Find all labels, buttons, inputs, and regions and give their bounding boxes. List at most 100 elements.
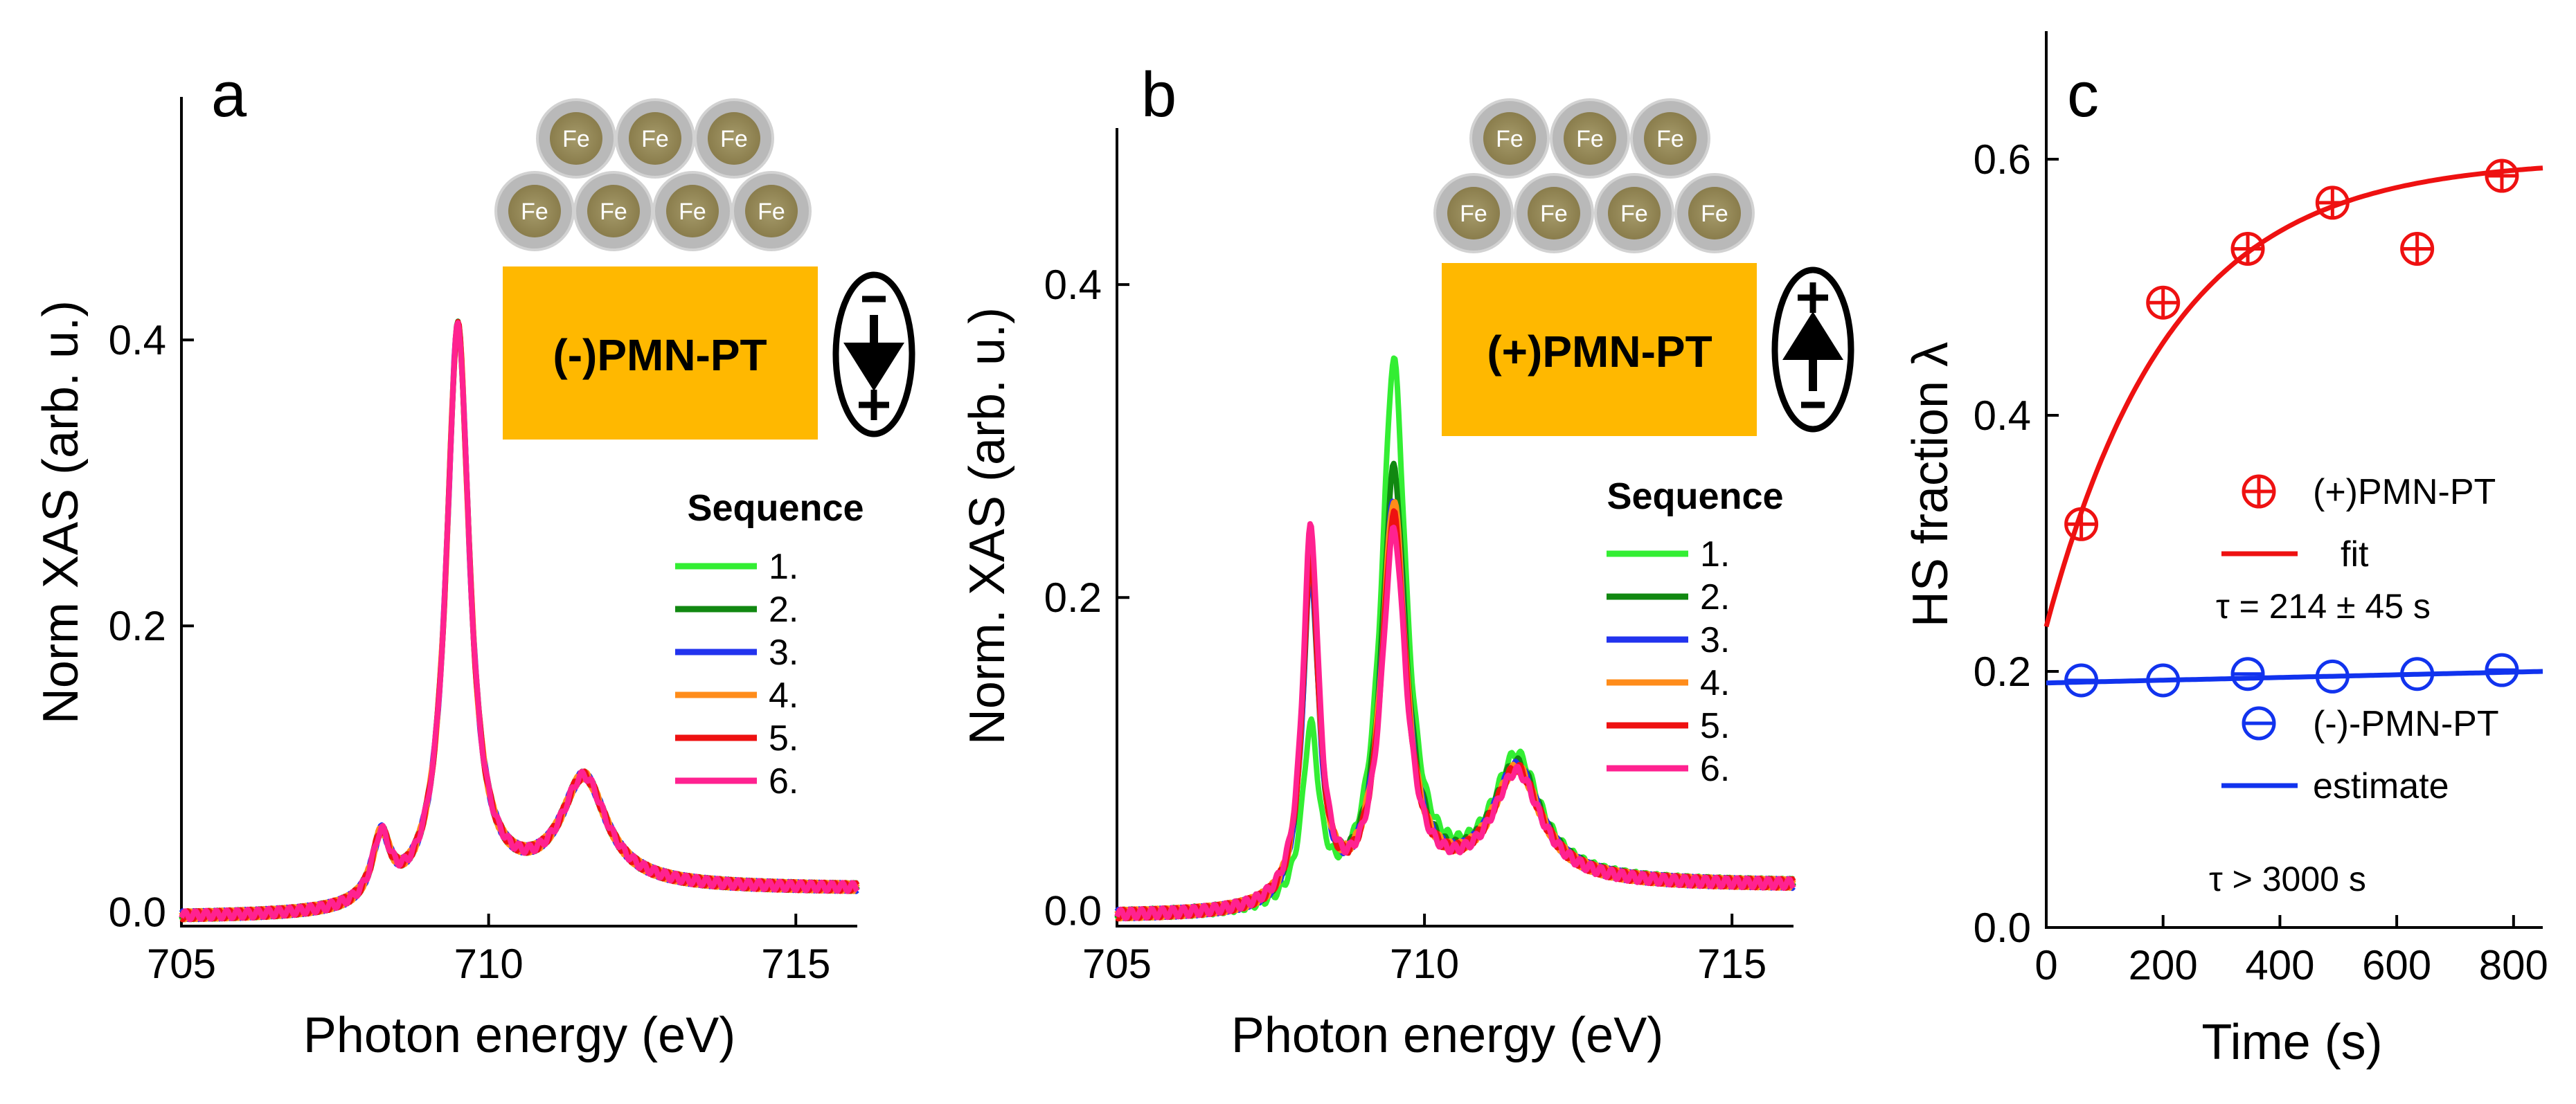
panel-c: c 0 200 400 600 800 0.0 0.2 0.4 0.6 Time (s) HS … [1903, 31, 2548, 1070]
panel-c-fit-lines [2043, 165, 2543, 686]
legend-symbol-negative [2242, 706, 2276, 741]
fe-particle-core [666, 185, 719, 237]
fe-particle-label: Fe [1701, 201, 1728, 227]
x-tick-label: 705 [147, 941, 216, 987]
data-point-negative [2064, 663, 2099, 698]
x-tick-label: 710 [454, 941, 524, 987]
legend-marker-negative [2242, 706, 2276, 741]
fe-particle-core [550, 112, 602, 165]
fe-particle-label: Fe [521, 199, 548, 225]
fe-particle-core [1483, 112, 1536, 165]
fe-particle-core [629, 112, 681, 165]
data-point-negative [2485, 653, 2519, 687]
panel-b-x-title: Photon energy (eV) [1231, 1008, 1663, 1063]
panel-b-curves [1114, 355, 1796, 922]
panel-a-y-title: Norm XAS (arb. u.) [33, 300, 89, 724]
legend-marker-positive [2242, 474, 2276, 509]
panel-a-curves [179, 318, 860, 923]
legend-label-6: 6. [769, 761, 798, 802]
x-tick-label: 400 [2245, 942, 2314, 988]
panel-b-fe-particles: Fe Fe Fe Fe Fe Fe Fe [1433, 98, 1755, 253]
fe-particle-core [587, 185, 640, 237]
panel-a-x-title: Photon energy (eV) [303, 1008, 735, 1063]
legend-label-2: 2. [1700, 577, 1730, 617]
y-tick-label: 0.0 [1044, 887, 1102, 934]
fe-particle-label: Fe [1656, 126, 1684, 152]
spectrum-line-6 [1114, 521, 1796, 922]
legend-label-2: 2. [769, 590, 798, 630]
fe-particle-core [1688, 187, 1741, 239]
fe-particle-core [1644, 112, 1697, 165]
panel-b-inset: Fe Fe Fe Fe Fe Fe Fe (+)PMN-PT [1433, 98, 1854, 436]
legend-label-4: 4. [1700, 663, 1730, 703]
panel-a-fe-particles: Fe Fe Fe Fe Fe Fe Fe [494, 98, 812, 251]
fe-particle-core [745, 185, 798, 237]
legend-label-1: 1. [1700, 534, 1730, 574]
fe-particle-core [1564, 112, 1616, 165]
panel-a-legend-title: Sequence [687, 487, 864, 529]
panel-c-x-title: Time (s) [2201, 1015, 2382, 1070]
fe-particle-core [1447, 187, 1500, 239]
y-tick-label: 0.0 [109, 889, 166, 935]
panel-b-label: b [1141, 60, 1177, 130]
legend-label-3: 3. [769, 633, 798, 673]
fe-particle-label: Fe [1496, 126, 1523, 152]
panel-a-ticks: 705 710 715 0.0 0.2 0.4 [109, 317, 831, 987]
pmn-pt-label-positive: (+)PMN-PT [1487, 327, 1712, 377]
panel-a-inset: Fe Fe Fe Fe Fe Fe Fe (-)PMN-PT [494, 98, 915, 440]
x-tick-label: 600 [2362, 942, 2431, 988]
panel-b-y-title: Norm. XAS (arb. u.) [960, 307, 1015, 745]
fe-particle-label: Fe [679, 199, 706, 225]
legend-label-3: 3. [1700, 620, 1730, 660]
fe-particle-label: Fe [562, 126, 590, 152]
fe-particle-label: Fe [720, 126, 748, 152]
data-point-positive [2315, 185, 2350, 220]
data-point-negative [2400, 657, 2435, 691]
data-point-negative [2315, 659, 2350, 694]
data-point-positive [2146, 285, 2181, 320]
fe-particle-core [1528, 187, 1580, 239]
y-tick-label: 0.2 [1974, 649, 2031, 695]
tau-annotation-positive: τ = 214 ± 45 s [2216, 587, 2431, 626]
y-tick-label: 0.0 [1974, 905, 2031, 951]
y-tick-label: 0.2 [1044, 574, 1102, 621]
fe-particle-core [508, 185, 561, 237]
legend-label-fit: fit [2341, 534, 2369, 574]
legend-label-positive: (+)PMN-PT [2313, 472, 2496, 512]
spectrum-line-6 [179, 320, 860, 923]
fe-particle-label: Fe [1540, 201, 1568, 227]
fit-line-estimate [2046, 669, 2543, 686]
legend-label-5: 5. [769, 718, 798, 759]
panel-b-ticks: 705 710 715 0.0 0.2 0.4 [1044, 262, 1767, 987]
spectrum-line-4 [1114, 499, 1796, 922]
y-tick-label: 0.6 [1974, 136, 2031, 183]
x-tick-label: 800 [2479, 942, 2548, 988]
panel-a-legend: Sequence 1.2.3.4.5.6. [675, 487, 864, 802]
legend-label-5: 5. [1700, 706, 1730, 746]
panel-c-legend: (+)PMN-PT fit τ = 214 ± 45 s (-)-PMN-PT … [2209, 472, 2499, 898]
fit-line-fit [2043, 165, 2543, 628]
fe-particle-label: Fe [758, 199, 785, 225]
fe-particle-core [708, 112, 760, 165]
y-tick-label: 0.4 [1044, 262, 1102, 308]
fe-particle-core [1608, 187, 1661, 239]
y-tick-label: 0.4 [1974, 392, 2031, 439]
polarization-up-icon [1771, 266, 1854, 433]
fe-particle-label: Fe [1620, 201, 1648, 227]
data-point-positive [2064, 507, 2099, 541]
fe-particle-label: Fe [1460, 201, 1487, 227]
x-tick-label: 715 [1697, 941, 1766, 987]
panel-c-ticks: 0 200 400 600 800 0.0 0.2 0.4 0.6 [1974, 136, 2548, 988]
spectrum-line-5 [1115, 508, 1796, 922]
pmn-pt-substrate-positive [1442, 263, 1757, 436]
legend-label-estimate: estimate [2313, 766, 2449, 806]
data-point-positive [2485, 159, 2519, 193]
panel-c-y-title: HS fraction λ [1903, 342, 1958, 627]
pmn-pt-substrate-negative [503, 266, 818, 440]
spectrum-line-3 [1114, 498, 1796, 921]
x-tick-label: 715 [761, 941, 830, 987]
